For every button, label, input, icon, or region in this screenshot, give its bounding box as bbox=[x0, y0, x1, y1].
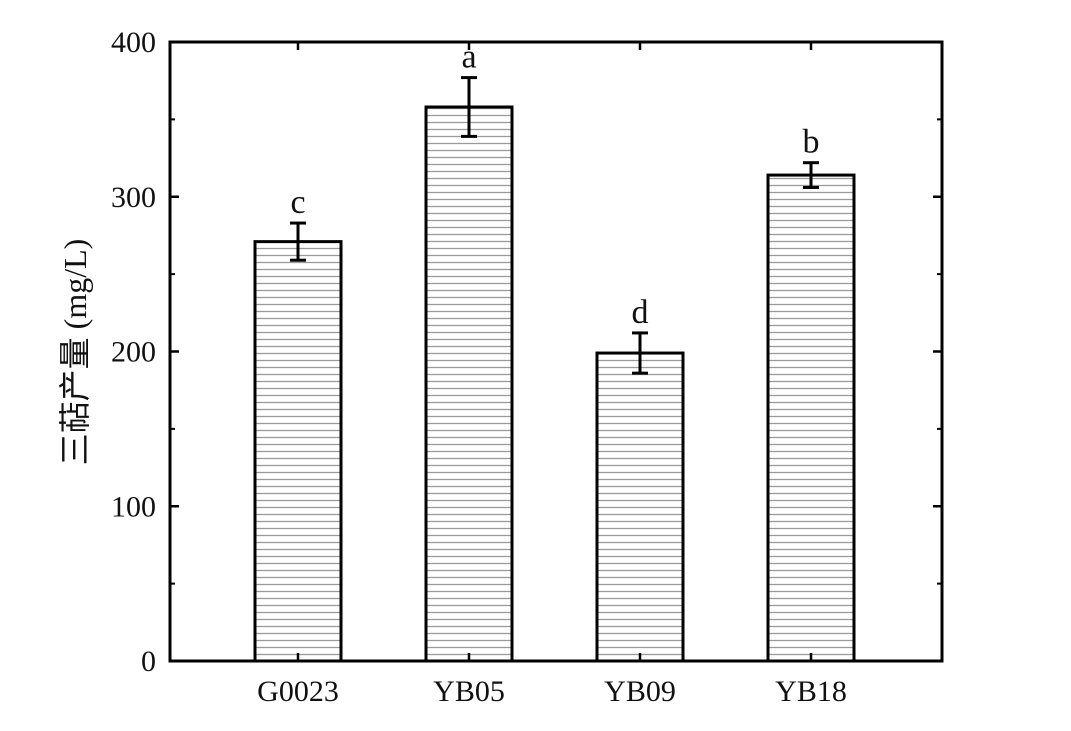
bar-g0023 bbox=[253, 240, 343, 663]
bar-yb09 bbox=[595, 351, 685, 663]
bar-yb05 bbox=[424, 105, 514, 663]
y-tick-label: 0 bbox=[141, 645, 156, 678]
x-tick-label-yb18: YB18 bbox=[775, 675, 847, 708]
plot-area: c G0023 a YB05 d YB09 b YB18 0 100 200 300 400 bbox=[111, 26, 944, 708]
bar-yb18 bbox=[766, 173, 856, 663]
significance-label-yb05: a bbox=[461, 39, 476, 76]
y-tick-label: 300 bbox=[111, 181, 156, 214]
plot-frame bbox=[168, 40, 944, 663]
significance-label-yb09: d bbox=[632, 294, 649, 331]
x-tick-label-yb05: YB05 bbox=[433, 675, 505, 708]
significance-label-g0023: c bbox=[290, 184, 305, 221]
y-tick-label: 200 bbox=[111, 336, 156, 369]
y-tick-label: 400 bbox=[111, 26, 156, 59]
y-axis-title: 三萜产量 (mg/L) bbox=[57, 239, 93, 466]
x-tick-label-yb09: YB09 bbox=[604, 675, 676, 708]
significance-label-yb18: b bbox=[803, 124, 820, 161]
y-tick-label: 100 bbox=[111, 490, 156, 523]
x-tick-label-g0023: G0023 bbox=[257, 675, 339, 708]
